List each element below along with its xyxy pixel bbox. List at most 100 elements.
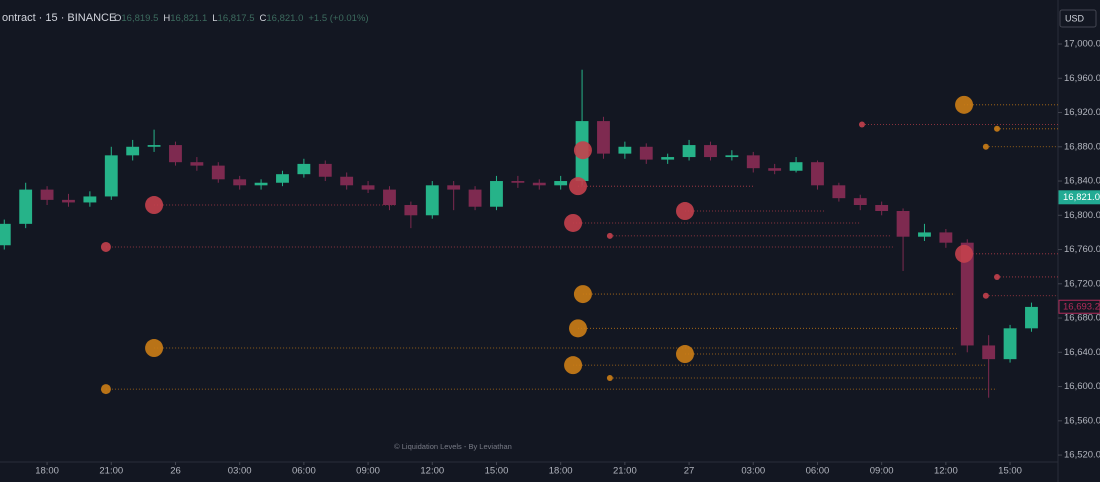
price-tag bbox=[1058, 190, 1100, 205]
candle-body bbox=[939, 232, 953, 243]
candle-body bbox=[982, 345, 996, 360]
candle-body bbox=[746, 155, 760, 169]
y-tick-label: 17,000.0 bbox=[1064, 39, 1100, 50]
candle-body bbox=[211, 165, 225, 180]
level-bubble bbox=[564, 356, 583, 375]
candle-body bbox=[254, 182, 268, 186]
candle-body bbox=[1025, 306, 1038, 329]
candle-body bbox=[704, 145, 717, 158]
x-tick-label: 06:00 bbox=[806, 466, 830, 477]
y-tick-label: 16,600.0 bbox=[1064, 381, 1100, 392]
ohlc-value: 16,819.5 bbox=[121, 13, 158, 24]
x-tick-label: 06:00 bbox=[292, 466, 316, 477]
candle-body bbox=[789, 162, 803, 171]
candle-body bbox=[147, 145, 161, 147]
y-tick-label: 16,960.0 bbox=[1064, 73, 1100, 84]
candle-body bbox=[361, 185, 375, 190]
ohlc-value: 16,821.1 bbox=[170, 13, 207, 24]
candle-body bbox=[40, 189, 54, 200]
levels bbox=[105, 104, 1058, 390]
candle-body bbox=[832, 185, 846, 199]
candle-body bbox=[447, 185, 461, 190]
x-tick-label: 03:00 bbox=[228, 466, 252, 477]
candle-body bbox=[811, 162, 824, 186]
level-bubble bbox=[676, 202, 695, 221]
candle-body bbox=[425, 185, 439, 216]
ohlc-key: O bbox=[114, 13, 121, 24]
level-bubble bbox=[569, 319, 588, 338]
symbol: ontract · 15 · BINANCE bbox=[2, 12, 116, 24]
candle-body bbox=[190, 162, 204, 166]
candle-body bbox=[875, 205, 889, 212]
candle-body bbox=[639, 146, 653, 160]
candle-body bbox=[490, 181, 503, 207]
y-tick-label: 16,560.0 bbox=[1064, 415, 1100, 426]
x-tick-label: 09:00 bbox=[356, 466, 380, 477]
ohlc-key: L bbox=[212, 13, 217, 24]
ohlc-key: C bbox=[260, 13, 267, 24]
candle-body bbox=[62, 199, 75, 203]
level-bubble bbox=[994, 273, 1001, 280]
candle-body bbox=[0, 223, 11, 246]
level-bubble bbox=[982, 143, 989, 150]
level-bubble bbox=[100, 241, 111, 252]
level-bubble bbox=[858, 121, 865, 128]
candle-body bbox=[661, 157, 675, 160]
y-tick-label: 16,640.0 bbox=[1064, 347, 1100, 358]
candle-body bbox=[682, 145, 696, 158]
x-tick-label: 09:00 bbox=[870, 466, 894, 477]
price-tag-label: 16,821.0 bbox=[1063, 192, 1100, 203]
price-tag bbox=[1058, 299, 1100, 314]
candle-body bbox=[618, 146, 632, 154]
level-bubble bbox=[145, 196, 164, 215]
candle-body bbox=[918, 232, 931, 237]
x-tick-label: 27 bbox=[684, 466, 695, 477]
candle-body bbox=[383, 189, 396, 206]
level-bubble bbox=[100, 384, 111, 395]
y-tick-label: 16,880.0 bbox=[1064, 141, 1100, 152]
candle-body bbox=[554, 181, 568, 186]
currency-box[interactable] bbox=[1059, 9, 1097, 28]
candle-body bbox=[768, 168, 782, 171]
x-tick-label: 15:00 bbox=[998, 466, 1022, 477]
candle-body bbox=[896, 211, 910, 237]
candle-body bbox=[1003, 328, 1017, 360]
x-tick-label: 21:00 bbox=[99, 466, 123, 477]
candle-body bbox=[468, 189, 482, 207]
x-tick-label: 18:00 bbox=[549, 466, 573, 477]
ohlc-key: H bbox=[163, 13, 170, 24]
level-bubble bbox=[145, 339, 164, 358]
y-tick-label: 16,840.0 bbox=[1064, 176, 1100, 187]
candle-body bbox=[104, 155, 118, 197]
candle-body bbox=[169, 145, 182, 163]
y-tick-label: 16,760.0 bbox=[1064, 244, 1100, 255]
price-tag-label: 16,693.2 bbox=[1063, 301, 1100, 312]
candle-body bbox=[511, 181, 525, 183]
candle-body bbox=[960, 242, 974, 346]
level-bubble bbox=[955, 95, 974, 114]
x-tick-label: 26 bbox=[170, 466, 181, 477]
x-tick-label: 03:00 bbox=[741, 466, 765, 477]
candle-body bbox=[276, 174, 289, 183]
candle-body bbox=[233, 179, 247, 186]
header: ontract · 15 · BINANCE O16,819.5 H16,821.… bbox=[2, 12, 369, 24]
candle-body bbox=[297, 163, 311, 175]
x-tick-label: 12:00 bbox=[420, 466, 444, 477]
currency[interactable]: USD bbox=[1065, 13, 1085, 23]
y-tick-label: 16,920.0 bbox=[1064, 107, 1100, 118]
candle-body bbox=[340, 176, 354, 186]
level-bubble bbox=[994, 125, 1001, 132]
x-tick-label: 15:00 bbox=[485, 466, 509, 477]
candle-body bbox=[19, 189, 33, 224]
y-tick-label: 16,680.0 bbox=[1064, 313, 1100, 324]
candle-body bbox=[853, 198, 867, 206]
level-bubble bbox=[606, 232, 613, 239]
candle-body bbox=[725, 155, 739, 158]
candle-body bbox=[126, 146, 140, 156]
level-bubble bbox=[982, 292, 989, 299]
level-bubble bbox=[573, 141, 592, 160]
level-bubble bbox=[569, 177, 588, 196]
candle-body bbox=[83, 196, 97, 203]
